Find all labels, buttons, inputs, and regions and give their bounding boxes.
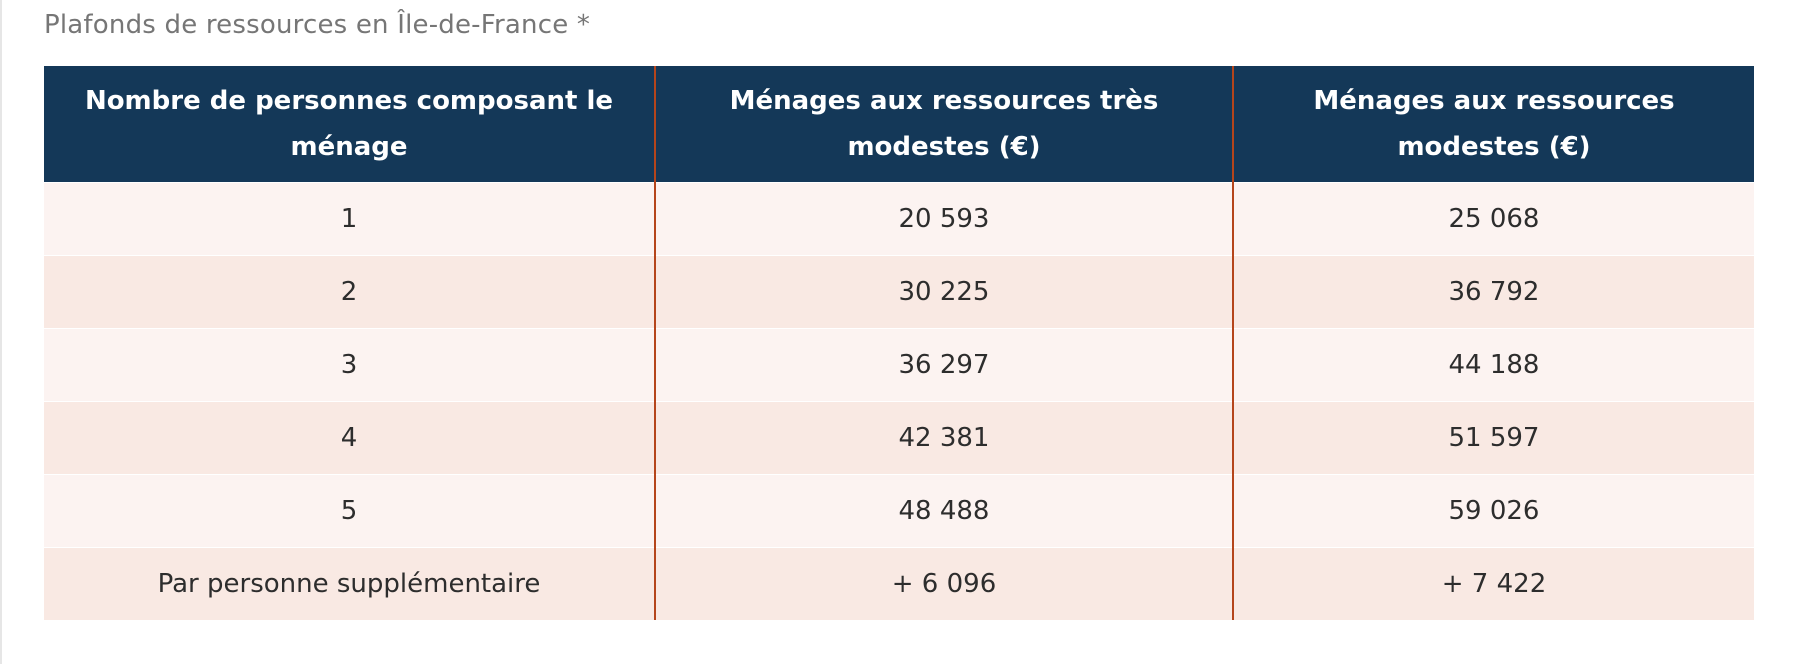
cell-modest: 51 597 — [1232, 400, 1754, 474]
cell-modest: 44 188 — [1232, 327, 1754, 401]
cell-very-modest: 20 593 — [654, 181, 1233, 255]
header-modest: Ménages aux ressources modestes (€) — [1232, 66, 1754, 182]
header-very-modest: Ménages aux ressources très modestes (€) — [654, 66, 1233, 182]
table-row: 2 30 225 36 792 — [44, 254, 1754, 328]
table-row: 1 20 593 25 068 — [44, 181, 1754, 255]
cell-very-modest: 36 297 — [654, 327, 1233, 401]
cell-very-modest: 48 488 — [654, 473, 1233, 547]
cell-modest: + 7 422 — [1232, 546, 1754, 620]
table-row: 3 36 297 44 188 — [44, 327, 1754, 401]
table-caption: Plafonds de ressources en Île-de-France … — [44, 10, 591, 40]
header-row: Nombre de personnes composant le ménage … — [44, 66, 1754, 182]
header-household-size: Nombre de personnes composant le ménage — [44, 66, 655, 182]
cell-modest: 25 068 — [1232, 181, 1754, 255]
cell-household-size: 2 — [44, 254, 655, 328]
cell-very-modest: + 6 096 — [654, 546, 1233, 620]
table-row: Par personne supplémentaire + 6 096 + 7 … — [44, 546, 1754, 620]
cell-very-modest: 30 225 — [654, 254, 1233, 328]
table-header: Nombre de personnes composant le ménage … — [44, 66, 1754, 182]
cell-household-size: 1 — [44, 181, 655, 255]
table-body: 1 20 593 25 068 2 30 225 36 792 3 36 297… — [44, 181, 1754, 620]
cell-household-size: 3 — [44, 327, 655, 401]
cell-modest: 36 792 — [1232, 254, 1754, 328]
table-row: 5 48 488 59 026 — [44, 473, 1754, 547]
cell-household-size: 5 — [44, 473, 655, 547]
cell-modest: 59 026 — [1232, 473, 1754, 547]
resource-ceilings-table: Nombre de personnes composant le ménage … — [44, 66, 1754, 620]
cell-household-size: Par personne supplémentaire — [44, 546, 655, 620]
table-row: 4 42 381 51 597 — [44, 400, 1754, 474]
cell-very-modest: 42 381 — [654, 400, 1233, 474]
cell-household-size: 4 — [44, 400, 655, 474]
